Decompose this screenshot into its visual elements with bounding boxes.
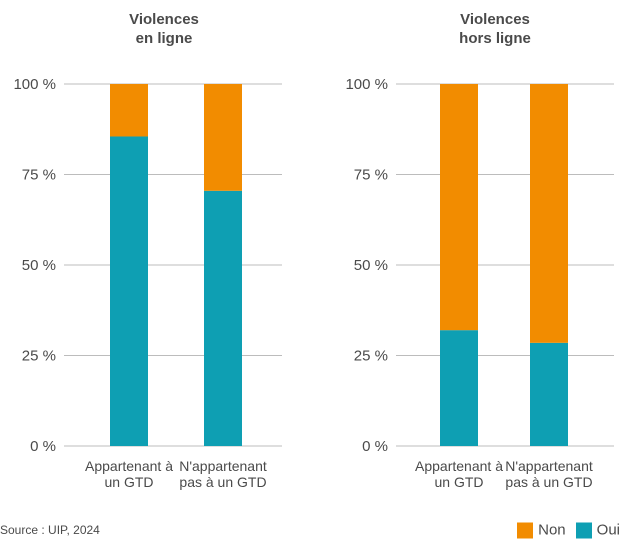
y-tick-label-en-ligne: 50 % [22, 257, 56, 274]
y-tick-label-en-ligne: 25 % [22, 348, 56, 365]
category-label-line: pas à un GTD [179, 474, 266, 490]
legend-swatch-oui [575, 522, 592, 538]
category-label-line: N'appartenant [505, 458, 593, 474]
panel-title-line: Violences [460, 11, 530, 28]
bar-segment-non [204, 84, 242, 191]
bar-segment-non [110, 84, 148, 137]
panel-title-hors-ligne: Violences hors ligne [459, 11, 531, 47]
category-label-hors-ligne: Appartenant à un GTD [415, 458, 503, 490]
y-tick-label-hors-ligne: 50 % [354, 257, 388, 274]
legend-item-oui: Oui [575, 521, 620, 539]
category-label-line: N'appartenant [179, 458, 267, 474]
legend-item-non: Non [517, 522, 566, 539]
category-label-line: Appartenant à [85, 458, 173, 474]
legend-swatch-non [517, 522, 534, 538]
y-tick-label-hors-ligne: 75 % [354, 167, 388, 184]
category-label-en-ligne: Appartenant à un GTD [85, 458, 173, 490]
y-tick-label-hors-ligne: 100 % [345, 76, 388, 93]
y-tick-label-hors-ligne: 0 % [362, 438, 388, 455]
y-tick-label-en-ligne: 75 % [22, 167, 56, 184]
category-label-line: un GTD [434, 474, 483, 490]
y-tick-label-en-ligne: 100 % [13, 76, 56, 93]
category-label-line: Appartenant à [415, 458, 503, 474]
panel-title-line: Violences [129, 11, 199, 28]
y-tick-label-hors-ligne: 25 % [354, 348, 388, 365]
category-label-line: pas à un GTD [505, 474, 592, 490]
category-label-en-ligne: N'appartenant pas à un GTD [179, 458, 267, 490]
panel-title-line: en ligne [136, 30, 193, 47]
bar-segment-non [530, 84, 568, 343]
legend: Non Oui [507, 522, 620, 539]
source-note: Source : UIP, 2024 [0, 523, 100, 537]
bar-segment-oui [204, 190, 242, 446]
legend-label-oui: Oui [596, 521, 620, 539]
panel-title-line: hors ligne [459, 30, 531, 47]
y-tick-label-en-ligne: 0 % [30, 438, 56, 455]
bar-segment-non [440, 84, 478, 331]
panel-title-en-ligne: Violences en ligne [129, 11, 199, 47]
category-label-line: un GTD [104, 474, 153, 490]
bar-segment-oui [440, 330, 478, 446]
legend-label-non: Non [538, 521, 566, 539]
bar-segment-oui [530, 342, 568, 446]
bar-segment-oui [110, 136, 148, 447]
category-label-hors-ligne: N'appartenant pas à un GTD [505, 458, 593, 490]
